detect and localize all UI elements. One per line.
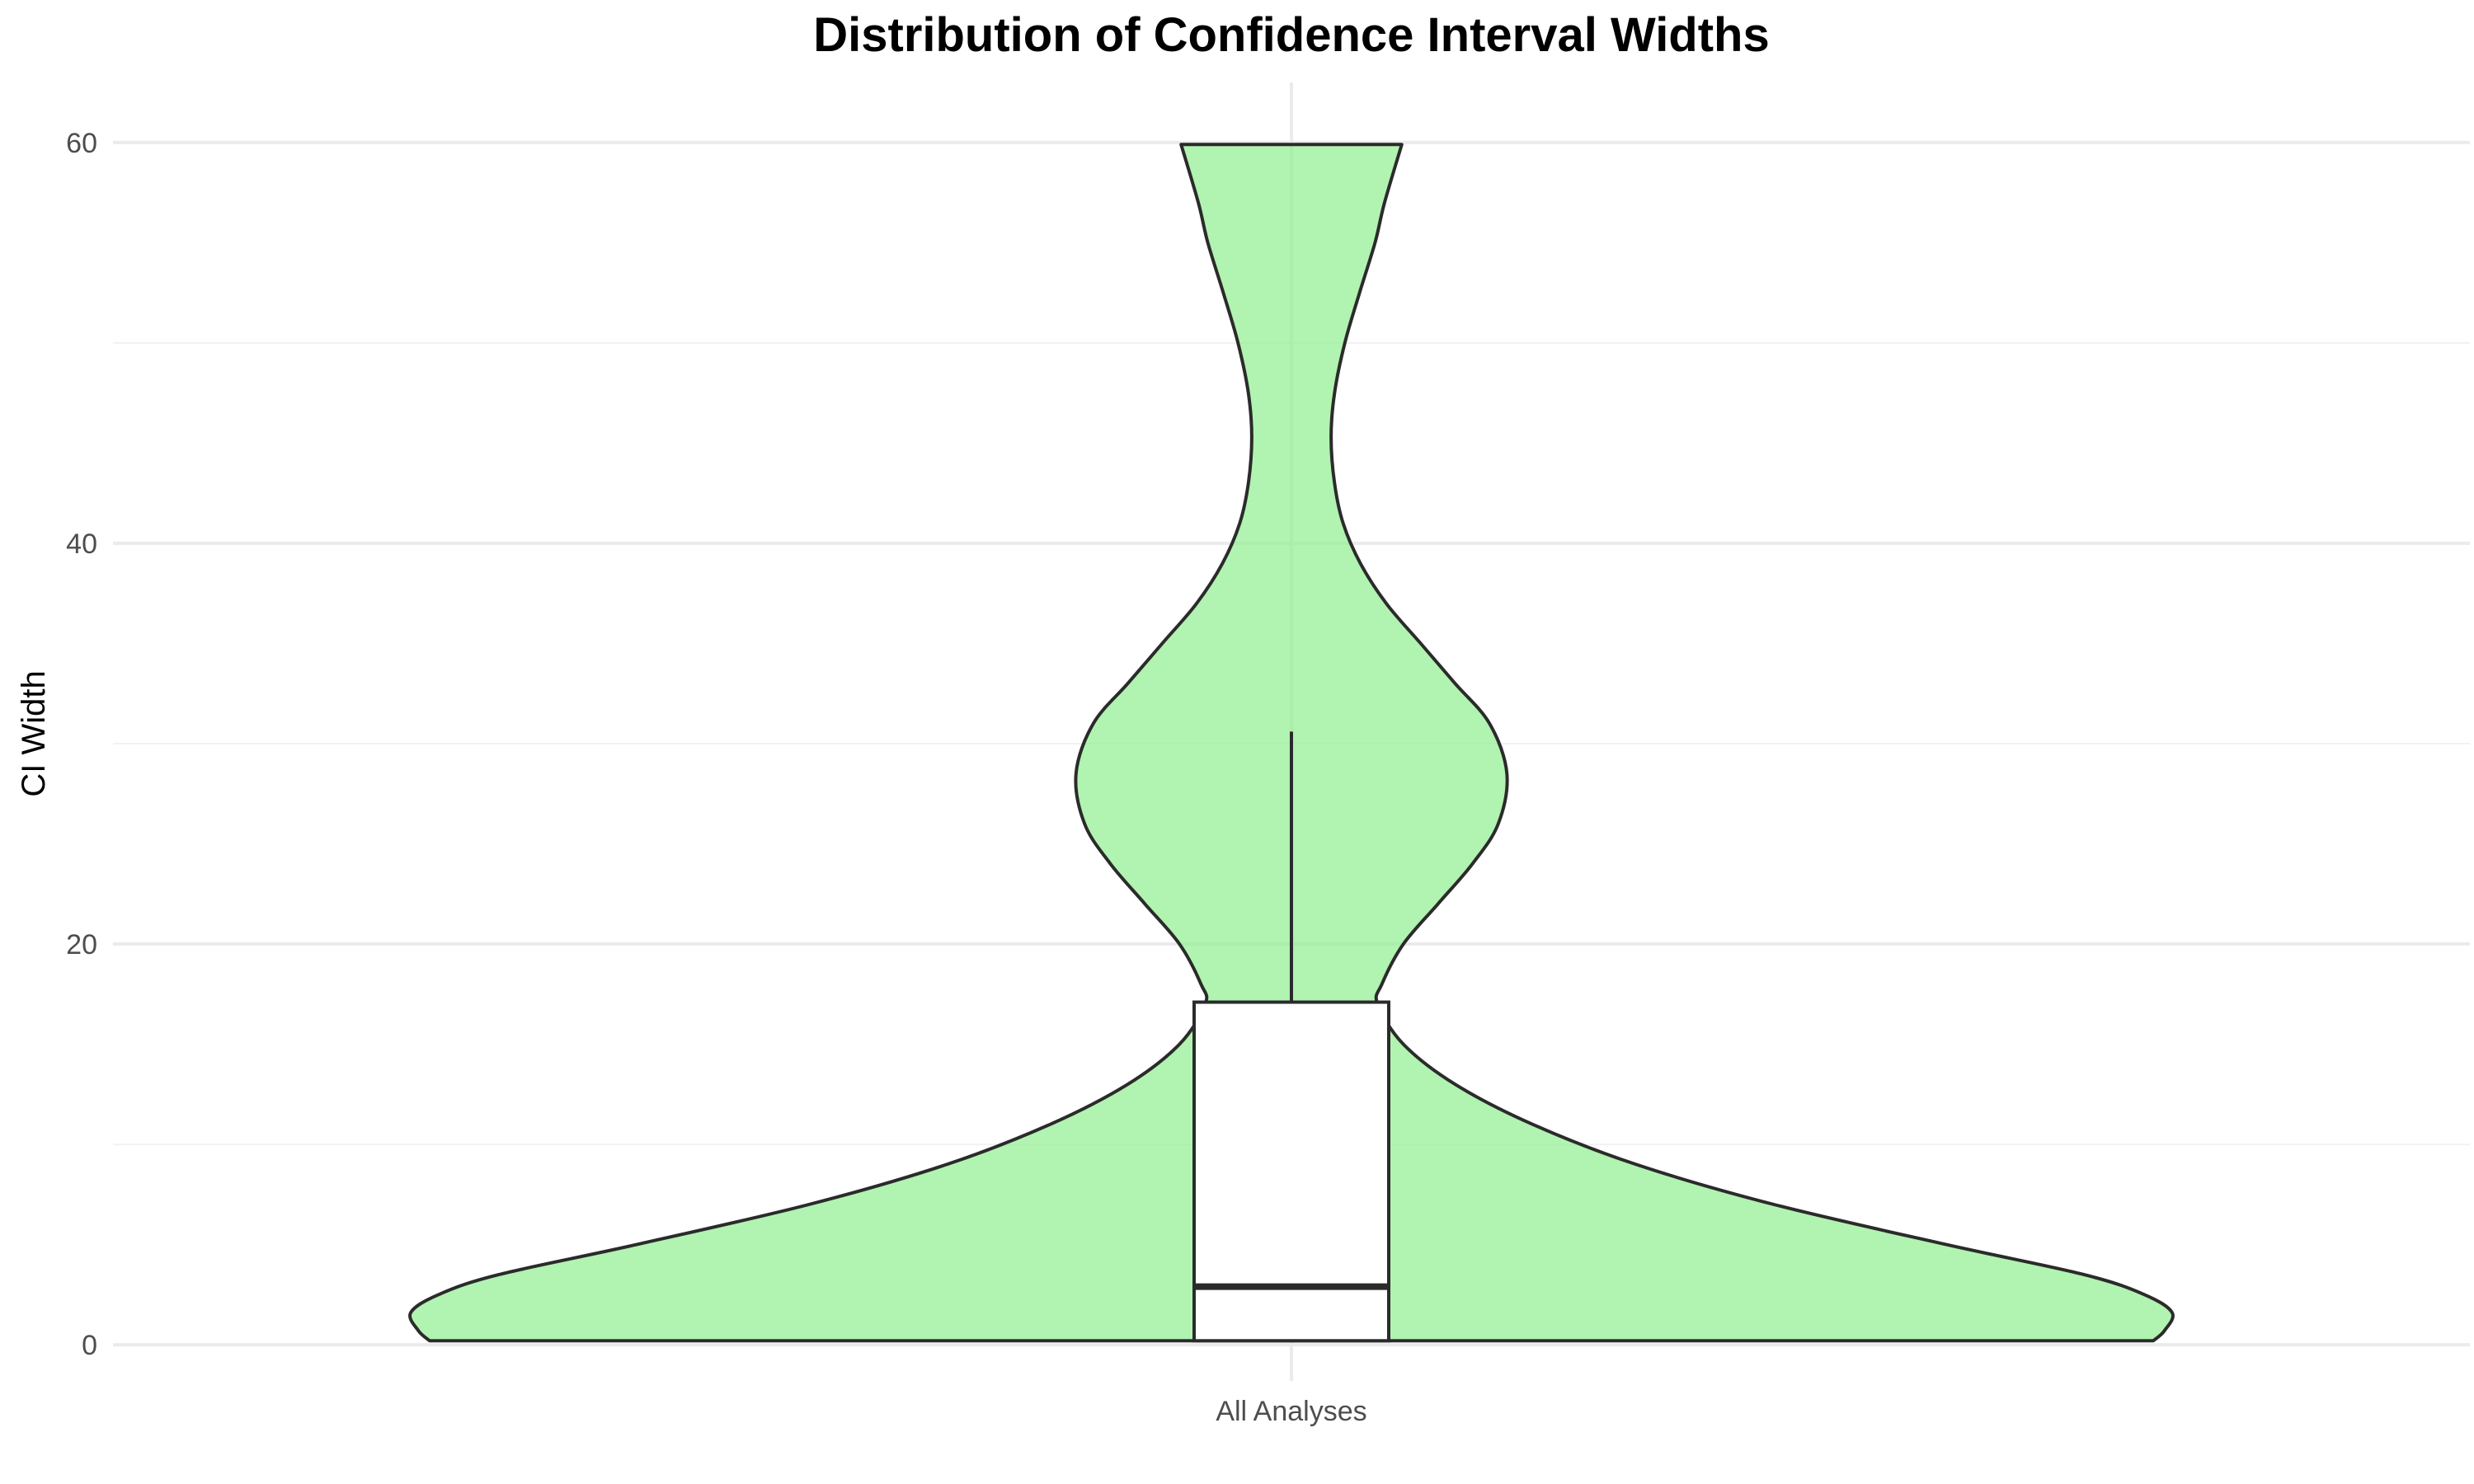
y-tick-label: 40	[66, 528, 97, 560]
boxplot	[1192, 731, 1390, 1343]
y-tick-label: 0	[82, 1330, 97, 1361]
y-tick-label: 20	[66, 929, 97, 960]
y-axis-ticks: 0 20 40 60	[66, 128, 97, 1361]
x-tick-label: All Analyses	[1216, 1396, 1366, 1427]
chart-title: Distribution of Confidence Interval Widt…	[813, 8, 1770, 62]
iqr-box	[1192, 1000, 1390, 1343]
y-axis-label: CI Width	[16, 670, 52, 796]
y-tick-label: 60	[66, 128, 97, 159]
